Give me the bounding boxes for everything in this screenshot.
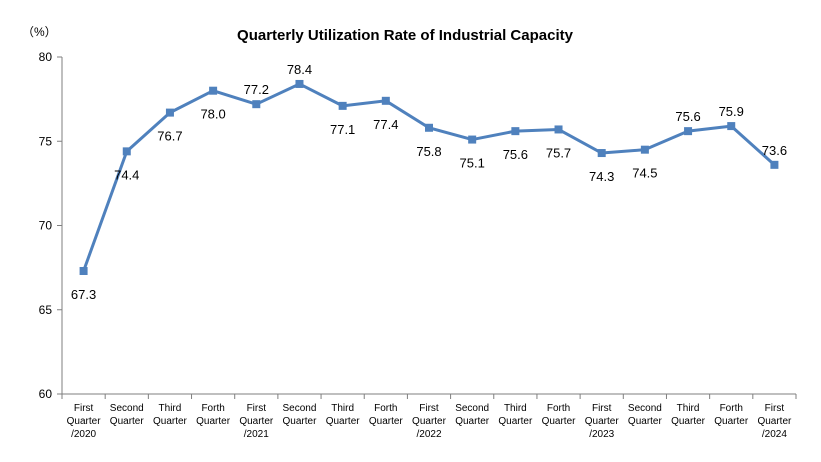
x-tick-label: Second Quarter	[455, 403, 490, 427]
x-tick-label: Forth Quarter	[369, 403, 404, 427]
data-label: 74.4	[114, 167, 139, 182]
data-label: 76.7	[157, 129, 182, 144]
x-tick-label: Third Quarter	[498, 403, 533, 427]
y-axis-ticks: 60 65 70 75 80	[39, 50, 62, 401]
data-label: 75.1	[460, 156, 485, 171]
chart-title: Quarterly Utilization Rate of Industrial…	[237, 27, 574, 44]
x-tick-label: First Quarter/2021	[239, 403, 274, 440]
y-tick-label: 70	[39, 219, 53, 233]
data-point	[338, 101, 347, 110]
data-labels: 67.3 74.4 76.7 78.0 77.2 78.4 77.1 77.4 75.8 75.1…	[71, 62, 787, 302]
data-point	[381, 96, 390, 105]
series-line	[82, 82, 776, 272]
y-tick-label: 65	[39, 303, 53, 317]
y-unit-label: （%）	[22, 25, 57, 39]
y-tick-label: 80	[39, 50, 53, 64]
data-label: 75.8	[416, 144, 441, 159]
data-label: 75.7	[546, 145, 571, 160]
x-tick-label: First Quarter/2020	[67, 403, 102, 440]
data-label: 74.3	[589, 169, 614, 184]
x-tick-label: Third Quarter	[326, 403, 361, 427]
data-label: 77.4	[373, 117, 398, 132]
data-point	[165, 108, 174, 117]
data-point	[684, 127, 693, 136]
data-label: 78.4	[287, 62, 312, 77]
x-tick-label: Forth Quarter	[714, 403, 749, 427]
data-point	[295, 79, 304, 88]
x-tick-label: First Quarter/2022	[412, 403, 447, 440]
x-tick-label: Third Quarter	[153, 403, 188, 427]
data-point	[770, 160, 779, 169]
data-point	[425, 123, 433, 132]
data-point	[122, 147, 131, 156]
data-label: 74.5	[632, 166, 657, 181]
data-point	[511, 127, 520, 136]
data-label: 78.0	[200, 107, 225, 122]
axes	[61, 57, 796, 395]
data-point	[640, 145, 649, 154]
data-label: 77.1	[330, 122, 355, 137]
data-point	[554, 125, 563, 134]
data-point	[252, 100, 261, 109]
x-tick-label: Second Quarter	[110, 403, 145, 427]
y-tick-label: 75	[39, 134, 53, 148]
x-tick-label: Third Quarter	[671, 403, 706, 427]
x-tick-label: Forth Quarter	[542, 403, 577, 427]
data-point	[468, 135, 477, 144]
series-utilization-rate	[79, 79, 779, 275]
data-label: 67.3	[71, 287, 96, 302]
data-label: 73.6	[762, 143, 787, 158]
x-tick-label: Forth Quarter	[196, 403, 231, 427]
x-tick-label: First Quarter/2024	[757, 403, 792, 440]
data-label: 75.6	[675, 109, 700, 124]
data-label: 75.9	[719, 104, 744, 119]
x-tick-label: First Quarter/2023	[585, 403, 620, 440]
x-tick-label: Second Quarter	[283, 403, 318, 427]
y-tick-label: 60	[39, 387, 53, 401]
data-label: 75.6	[503, 147, 528, 162]
data-point	[727, 122, 736, 131]
data-point	[79, 266, 88, 275]
x-tick-label: Second Quarter	[628, 403, 663, 427]
data-label: 77.2	[244, 82, 269, 97]
data-point	[597, 149, 606, 158]
x-axis-ticks: First Quarter/2020 Second Quarter Third Quart…	[61, 394, 797, 440]
data-point	[209, 86, 218, 95]
